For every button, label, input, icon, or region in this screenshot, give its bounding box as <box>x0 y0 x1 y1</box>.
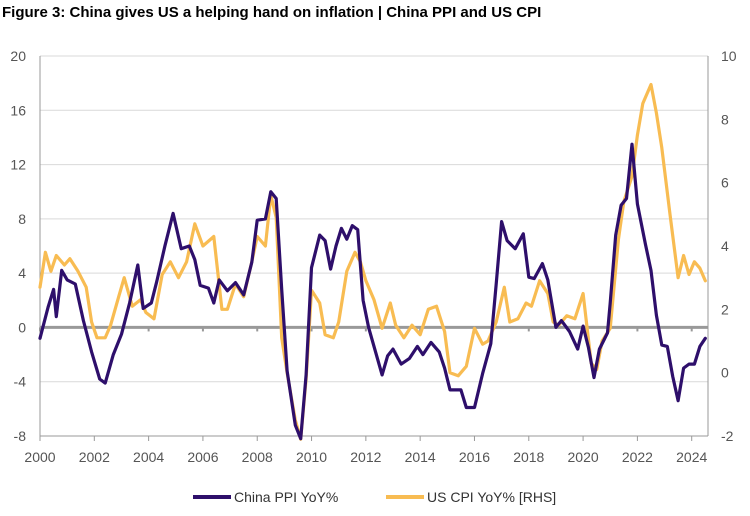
y-left-tick-label: 12 <box>10 157 26 173</box>
y-left-tick-label: 0 <box>18 319 26 335</box>
x-tick-label: 2008 <box>242 449 273 465</box>
y-left-tick-label: 8 <box>18 211 26 227</box>
legend-label-china-ppi: China PPI YoY% <box>234 489 338 505</box>
legend: China PPI YoY% US CPI YoY% [RHS] <box>193 489 556 505</box>
series-lines <box>38 82 707 441</box>
y-left-tick-label: 20 <box>10 48 26 64</box>
y-right-tick-label: 10 <box>721 48 737 64</box>
y-left-tick-label: -4 <box>14 374 27 390</box>
x-tick-label: 2016 <box>459 449 490 465</box>
y-right-tick-label: 6 <box>721 175 729 191</box>
y-left-tick-label: 4 <box>18 265 26 281</box>
x-tick-label: 2024 <box>676 449 707 465</box>
y-right-tick-label: 2 <box>721 301 729 317</box>
y-right-tick-label: 8 <box>721 111 729 127</box>
grid-lines <box>40 55 708 383</box>
series-line-us-cpi <box>38 82 707 441</box>
y-right-tick-label: -2 <box>721 428 734 444</box>
zero-line-group <box>39 325 708 332</box>
y-right-tick-label: 0 <box>721 365 729 381</box>
x-tick-label: 2002 <box>79 449 110 465</box>
x-tick-label: 2010 <box>296 449 327 465</box>
x-tick-label: 2014 <box>405 449 436 465</box>
chart-title: Figure 3: China gives US a helping hand … <box>2 4 542 21</box>
y-left-tick-label: -8 <box>14 428 27 444</box>
x-tick-label: 2004 <box>133 449 164 465</box>
series-line-china-ppi <box>38 142 707 441</box>
x-tick-label: 2022 <box>622 449 653 465</box>
legend-label-us-cpi: US CPI YoY% [RHS] <box>427 489 556 505</box>
x-tick-label: 2000 <box>24 449 55 465</box>
x-tick-label: 2012 <box>350 449 381 465</box>
x-tick-label: 2006 <box>187 449 218 465</box>
axes <box>39 56 709 441</box>
x-tick-label: 2020 <box>568 449 599 465</box>
y-right-tick-label: 4 <box>721 238 729 254</box>
x-tick-label: 2018 <box>513 449 544 465</box>
y-left-tick-label: 16 <box>10 102 26 118</box>
